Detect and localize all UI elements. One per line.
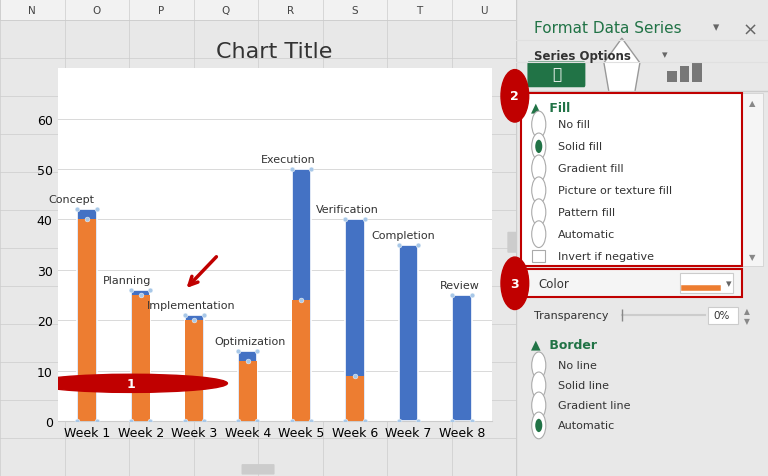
Text: Gradient line: Gradient line <box>558 401 631 410</box>
Text: S: S <box>352 6 358 16</box>
Text: Color: Color <box>539 277 570 290</box>
Circle shape <box>531 352 546 379</box>
FancyBboxPatch shape <box>693 63 702 83</box>
Circle shape <box>531 156 546 182</box>
Text: Concept: Concept <box>48 195 94 205</box>
Text: Gradient fill: Gradient fill <box>558 164 624 174</box>
Bar <box>78 210 97 421</box>
Text: Automatic: Automatic <box>558 421 615 430</box>
Bar <box>184 316 204 421</box>
Text: ▾: ▾ <box>662 50 668 60</box>
Bar <box>346 376 364 421</box>
FancyBboxPatch shape <box>532 250 545 262</box>
Text: Implementation: Implementation <box>147 300 236 310</box>
Text: No fill: No fill <box>558 120 590 130</box>
Text: Review: Review <box>439 280 479 290</box>
Circle shape <box>535 140 542 154</box>
FancyBboxPatch shape <box>0 0 516 21</box>
Bar <box>131 290 151 421</box>
Bar <box>78 220 96 421</box>
Text: 2: 2 <box>511 90 519 103</box>
Text: ▾: ▾ <box>727 279 732 288</box>
FancyBboxPatch shape <box>521 270 742 298</box>
FancyBboxPatch shape <box>528 62 585 88</box>
Title: Chart Title: Chart Title <box>217 42 333 62</box>
Text: Q: Q <box>222 6 230 16</box>
Text: Automatic: Automatic <box>558 230 615 239</box>
Text: Picture or texture fill: Picture or texture fill <box>558 186 672 196</box>
FancyBboxPatch shape <box>742 94 763 267</box>
Text: Solid fill: Solid fill <box>558 142 602 152</box>
Bar <box>452 296 472 421</box>
Circle shape <box>35 375 227 393</box>
Text: Execution: Execution <box>260 155 316 165</box>
Text: Transparency: Transparency <box>534 311 608 320</box>
Text: 1: 1 <box>127 377 135 390</box>
Text: 3: 3 <box>511 277 519 290</box>
Text: O: O <box>93 6 101 16</box>
FancyBboxPatch shape <box>680 274 733 294</box>
Circle shape <box>531 392 546 419</box>
Text: Pattern fill: Pattern fill <box>558 208 615 218</box>
Text: 0%: 0% <box>713 311 730 320</box>
Bar <box>293 300 310 421</box>
Circle shape <box>531 199 546 226</box>
Text: Planning: Planning <box>103 276 151 286</box>
Text: P: P <box>158 6 164 16</box>
Text: Format Data Series: Format Data Series <box>534 21 681 36</box>
Text: No line: No line <box>558 361 597 370</box>
Bar <box>399 245 418 421</box>
Text: N: N <box>28 6 36 16</box>
FancyBboxPatch shape <box>707 307 738 324</box>
Text: ▼: ▼ <box>744 316 750 325</box>
Circle shape <box>531 221 546 248</box>
Circle shape <box>531 178 546 204</box>
Text: Verification: Verification <box>316 205 379 215</box>
Bar <box>239 361 257 421</box>
Bar <box>346 220 365 421</box>
Bar <box>131 296 150 421</box>
Text: T: T <box>416 6 422 16</box>
FancyBboxPatch shape <box>667 71 677 83</box>
Text: ▾: ▾ <box>713 21 719 34</box>
Text: ▲  Fill: ▲ Fill <box>531 101 571 114</box>
Text: ▲: ▲ <box>749 99 756 108</box>
Circle shape <box>531 134 546 160</box>
Text: ▼: ▼ <box>749 253 756 262</box>
Circle shape <box>535 419 542 432</box>
Text: Invert if negative: Invert if negative <box>558 252 654 261</box>
FancyBboxPatch shape <box>680 67 690 83</box>
Text: U: U <box>480 6 488 16</box>
FancyBboxPatch shape <box>521 94 742 267</box>
Bar <box>292 169 311 421</box>
Text: R: R <box>286 6 294 16</box>
FancyBboxPatch shape <box>241 464 275 475</box>
FancyBboxPatch shape <box>508 232 517 253</box>
Circle shape <box>501 70 528 123</box>
Bar <box>185 321 204 421</box>
Text: Optimization: Optimization <box>215 336 286 346</box>
Text: Completion: Completion <box>371 230 435 240</box>
Text: 🪣: 🪣 <box>552 67 561 82</box>
Circle shape <box>531 112 546 139</box>
Text: ▲: ▲ <box>744 307 750 315</box>
Circle shape <box>531 412 546 439</box>
Text: Series Options: Series Options <box>534 50 631 63</box>
Circle shape <box>531 372 546 399</box>
Text: ▲  Border: ▲ Border <box>531 337 598 351</box>
Circle shape <box>501 258 528 310</box>
Bar <box>238 351 257 421</box>
Text: ×: × <box>743 21 758 40</box>
Text: Solid line: Solid line <box>558 381 609 390</box>
